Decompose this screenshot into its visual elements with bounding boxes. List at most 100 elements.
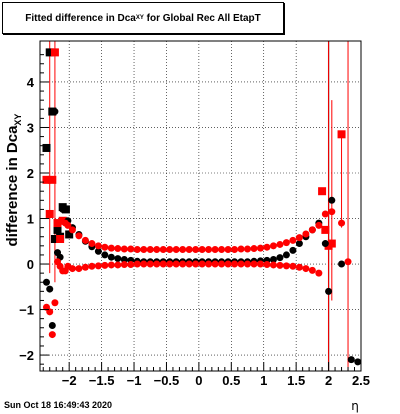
circle-marker bbox=[276, 240, 284, 248]
circle-marker bbox=[120, 245, 128, 253]
x-tick-label: −1 bbox=[127, 373, 142, 388]
circle-marker bbox=[88, 240, 96, 248]
circle-marker bbox=[308, 226, 316, 234]
circle-marker bbox=[211, 245, 219, 253]
circle-marker bbox=[315, 269, 323, 277]
circle-marker bbox=[344, 258, 352, 266]
circle-marker bbox=[140, 245, 148, 253]
y-tick-label: −1 bbox=[19, 303, 34, 318]
circle-marker bbox=[282, 251, 290, 259]
circle-marker bbox=[256, 260, 264, 268]
square-marker bbox=[321, 225, 330, 234]
circle-marker bbox=[133, 245, 141, 253]
y-tick-label: 1 bbox=[27, 212, 34, 227]
circle-marker bbox=[269, 261, 277, 269]
x-tick-label: 0.5 bbox=[222, 373, 240, 388]
circle-marker bbox=[315, 221, 323, 229]
circle-marker bbox=[205, 245, 213, 253]
circle-marker bbox=[276, 254, 284, 262]
circle-marker bbox=[101, 243, 109, 251]
circle-marker bbox=[42, 278, 50, 286]
circle-marker bbox=[302, 230, 310, 238]
circle-marker bbox=[127, 245, 135, 253]
circle-marker bbox=[185, 260, 193, 268]
timestamp: Sun Oct 18 16:49:43 2020 bbox=[4, 400, 113, 410]
y-tick-label: 0 bbox=[27, 257, 34, 272]
x-tick-label: 2 bbox=[325, 373, 332, 388]
y-tick-label: −2 bbox=[19, 348, 34, 363]
circle-marker bbox=[269, 242, 277, 250]
circle-marker bbox=[244, 260, 252, 268]
square-marker bbox=[327, 239, 336, 248]
circle-marker bbox=[289, 246, 297, 254]
circle-marker bbox=[282, 239, 290, 247]
circle-marker bbox=[250, 260, 258, 268]
circle-marker bbox=[101, 251, 109, 259]
circle-marker bbox=[120, 255, 128, 263]
circle-marker bbox=[237, 245, 245, 253]
circle-marker bbox=[114, 261, 122, 269]
title-subscript: XY bbox=[135, 15, 144, 21]
x-tick-label: 1.5 bbox=[287, 373, 305, 388]
circle-marker bbox=[172, 245, 180, 253]
x-tick-label: 2.5 bbox=[352, 373, 370, 388]
x-tick-label: −0.5 bbox=[154, 373, 180, 388]
circle-marker bbox=[338, 260, 346, 268]
circle-marker bbox=[120, 260, 128, 268]
circle-marker bbox=[61, 205, 69, 213]
square-marker bbox=[45, 209, 54, 218]
circle-marker bbox=[302, 265, 310, 273]
circle-marker bbox=[211, 260, 219, 268]
square-marker bbox=[48, 175, 57, 184]
circle-marker bbox=[101, 261, 109, 269]
y-tick-label: 3 bbox=[27, 120, 34, 135]
circle-marker bbox=[88, 262, 96, 270]
square-marker bbox=[42, 143, 51, 152]
circle-marker bbox=[198, 245, 206, 253]
circle-marker bbox=[64, 221, 72, 229]
circle-marker bbox=[48, 331, 56, 339]
circle-marker bbox=[107, 253, 115, 261]
circle-marker bbox=[146, 260, 154, 268]
data-points bbox=[42, 48, 362, 366]
circle-marker bbox=[308, 266, 316, 274]
circle-marker bbox=[166, 245, 174, 253]
circle-marker bbox=[75, 265, 83, 273]
x-tick-label: 1 bbox=[260, 373, 267, 388]
circle-marker bbox=[159, 245, 167, 253]
circle-marker bbox=[107, 261, 115, 269]
circle-marker bbox=[94, 262, 102, 270]
square-marker bbox=[45, 48, 54, 57]
circle-marker bbox=[68, 226, 76, 234]
square-marker bbox=[53, 225, 62, 234]
circle-marker bbox=[325, 287, 333, 295]
circle-marker bbox=[354, 358, 362, 366]
x-axis-label: η bbox=[351, 399, 359, 413]
circle-marker bbox=[244, 245, 252, 253]
y-axis-label: difference in DcaXY bbox=[4, 114, 23, 247]
square-marker bbox=[50, 235, 59, 243]
circle-marker bbox=[185, 245, 193, 253]
circle-marker bbox=[321, 210, 329, 218]
circle-marker bbox=[231, 245, 239, 253]
title-main: Fitted difference in Dca bbox=[25, 12, 136, 24]
circle-marker bbox=[81, 236, 89, 244]
circle-marker bbox=[237, 260, 245, 268]
square-marker bbox=[42, 175, 51, 184]
circle-marker bbox=[295, 234, 303, 242]
circle-marker bbox=[179, 260, 187, 268]
grid-lines bbox=[40, 41, 362, 371]
chart-title: Fitted difference in Dca XY for Global Re… bbox=[2, 2, 284, 34]
x-tick-label: 0 bbox=[195, 373, 202, 388]
axis-ticks bbox=[40, 54, 362, 371]
circle-marker bbox=[114, 255, 122, 263]
square-marker bbox=[50, 48, 59, 57]
circle-marker bbox=[282, 262, 290, 270]
plot-frame bbox=[39, 40, 362, 372]
square-marker bbox=[56, 235, 65, 243]
circle-marker bbox=[133, 260, 141, 268]
circle-marker bbox=[94, 242, 102, 250]
circle-marker bbox=[328, 196, 336, 204]
circle-marker bbox=[153, 245, 161, 253]
circle-marker bbox=[192, 245, 200, 253]
